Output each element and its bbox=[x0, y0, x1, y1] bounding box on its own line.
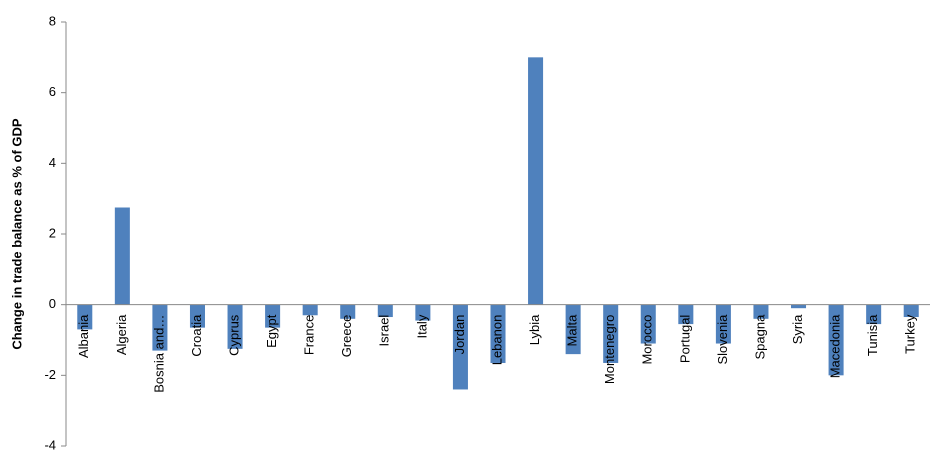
x-tick-label: Italy bbox=[414, 314, 429, 338]
bar bbox=[265, 304, 281, 328]
x-tick-label: Lybia bbox=[527, 314, 542, 345]
x-tick-label: Egypt bbox=[264, 314, 279, 348]
y-tick-label: 0 bbox=[49, 296, 56, 311]
x-tick-label: Israel bbox=[377, 315, 392, 347]
y-tick-label: -2 bbox=[44, 367, 56, 382]
bar bbox=[302, 304, 318, 316]
bar bbox=[640, 304, 656, 344]
x-tick-label: Greece bbox=[339, 315, 354, 358]
bar bbox=[903, 304, 919, 318]
bar bbox=[565, 304, 581, 355]
x-tick-label: Algeria bbox=[114, 314, 129, 355]
y-tick-label: 6 bbox=[49, 84, 56, 99]
x-tick-label: Slovenia bbox=[715, 314, 730, 365]
bar bbox=[490, 304, 506, 363]
bar bbox=[114, 207, 130, 305]
x-tick-label: France bbox=[302, 315, 317, 355]
bar bbox=[227, 304, 243, 349]
x-tick-label: Montenegro bbox=[602, 315, 617, 384]
bar bbox=[415, 304, 431, 321]
bar bbox=[603, 304, 619, 363]
x-tick-label: Lebanon bbox=[489, 315, 504, 366]
bar bbox=[528, 57, 544, 305]
x-tick-label: Croatia bbox=[189, 314, 204, 357]
x-tick-label: Tunisia bbox=[865, 314, 880, 356]
bar bbox=[866, 304, 882, 325]
x-tick-label: Malta bbox=[565, 314, 580, 347]
bar bbox=[77, 304, 93, 330]
x-tick-label: Jordan bbox=[452, 315, 467, 355]
x-tick-label: Macedonia bbox=[828, 314, 843, 378]
bar bbox=[715, 304, 731, 344]
x-tick-label: Syria bbox=[790, 314, 805, 344]
y-tick-label: 2 bbox=[49, 225, 56, 240]
x-tick-label: Portugal bbox=[677, 315, 692, 364]
x-tick-label: Bosnia and… bbox=[151, 315, 166, 393]
bar bbox=[189, 304, 205, 328]
x-tick-label: Morocco bbox=[640, 315, 655, 365]
bar bbox=[452, 304, 468, 390]
y-tick-label: 8 bbox=[49, 13, 56, 28]
bar bbox=[678, 304, 694, 325]
bar bbox=[340, 304, 356, 319]
x-tick-label: Turkey bbox=[903, 314, 918, 354]
y-tick-label: 4 bbox=[49, 155, 56, 170]
bar bbox=[152, 304, 168, 351]
y-tick-label: -4 bbox=[44, 437, 56, 452]
bar bbox=[753, 304, 769, 319]
bar bbox=[791, 304, 807, 309]
x-tick-label: Albania bbox=[76, 314, 91, 358]
y-axis-title: Change in trade balance as % of GDP bbox=[9, 118, 24, 349]
bar bbox=[828, 304, 844, 376]
bar bbox=[377, 304, 393, 318]
x-tick-label: Cyprus bbox=[226, 314, 241, 356]
x-tick-label: Spagna bbox=[752, 314, 767, 360]
